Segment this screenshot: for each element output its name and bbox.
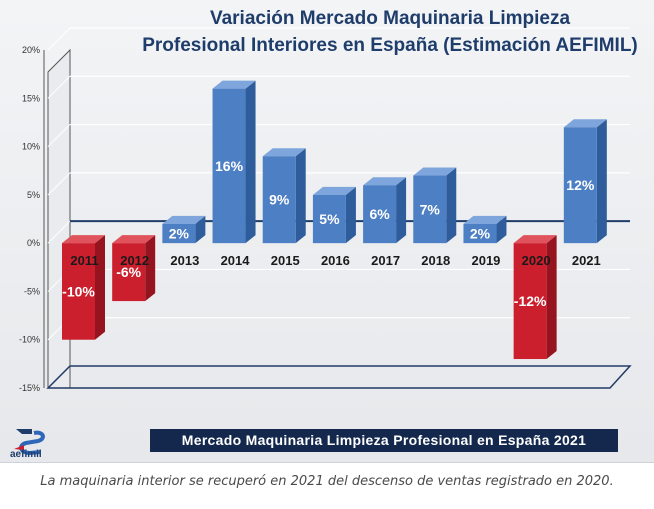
- bar-front: [62, 243, 95, 340]
- x-tick-label: 2017: [371, 253, 400, 268]
- y-tick-label: 5%: [27, 190, 40, 200]
- x-tick-label: 2021: [572, 253, 601, 268]
- bar-top: [513, 235, 557, 244]
- bar-top: [363, 177, 407, 186]
- bar-side: [95, 235, 105, 340]
- data-label: 2%: [169, 225, 190, 241]
- x-tick-label: 2013: [170, 253, 199, 268]
- data-label: -10%: [62, 283, 95, 299]
- figure-caption: La maquinaria interior se recuperó en 20…: [40, 474, 614, 489]
- bar-front: [463, 223, 497, 244]
- x-tick-label: 2012: [120, 253, 149, 268]
- y-tick-label: 15%: [22, 93, 40, 103]
- y-tick-label: 20%: [22, 45, 40, 55]
- data-label: 9%: [269, 192, 290, 208]
- bar-front: [563, 127, 597, 244]
- bar-front: [262, 156, 296, 244]
- bar-top: [212, 80, 256, 89]
- chart-subtitle: Profesional Interiores en España (Estima…: [142, 35, 638, 56]
- x-tick-label: 2018: [421, 253, 450, 268]
- bar-2016: [312, 186, 356, 244]
- bar-top: [463, 215, 507, 224]
- bar-front: [413, 175, 447, 244]
- data-label: 16%: [215, 158, 244, 174]
- bar-front: [363, 185, 397, 244]
- y-tick-label: 10%: [22, 142, 40, 152]
- bar-2017: [363, 177, 407, 244]
- bar-side: [195, 215, 206, 244]
- floor: [46, 365, 632, 389]
- gridline-side: [47, 124, 71, 147]
- bar-side: [245, 80, 256, 244]
- bar-2014: [212, 80, 256, 244]
- bar-top: [312, 186, 356, 195]
- data-label: -6%: [116, 264, 141, 280]
- data-label: 7%: [420, 201, 441, 217]
- grid-layer: [46, 27, 632, 389]
- bar-chart: 20% 15% 10% 5% 0% -5% -10% -15% -10% -6% 2% 16% 9% 5…: [18, 27, 632, 393]
- x-tick-label: 2014: [221, 253, 251, 268]
- bar-2018: [413, 167, 457, 244]
- bar-front: [513, 243, 547, 360]
- bar-top: [563, 119, 607, 128]
- y-tick-label: -10%: [19, 335, 40, 345]
- bar-side: [295, 148, 306, 244]
- data-label: 12%: [566, 177, 595, 193]
- bar-2011: [62, 235, 105, 340]
- bar-top: [62, 235, 105, 244]
- data-label: -12%: [514, 293, 547, 309]
- data-label: 6%: [369, 206, 390, 222]
- x-tick-label: 2011: [70, 253, 98, 268]
- x-tick-label: 2020: [522, 253, 551, 268]
- bar-2015: [262, 148, 306, 244]
- bar-2019: [463, 215, 507, 244]
- bar-front: [112, 243, 146, 302]
- data-label: 2%: [470, 225, 491, 241]
- chart-title: Variación Mercado Maquinaria Limpieza: [209, 8, 571, 29]
- x-tick-label: 2015: [271, 253, 300, 268]
- x-tick-label: 2019: [471, 253, 500, 268]
- bar-side: [546, 235, 557, 360]
- bar-2021: [563, 119, 607, 244]
- bar-front: [162, 223, 196, 244]
- bar-2013: [162, 215, 206, 244]
- bar-2012: [112, 235, 156, 302]
- x-tick-label: 2016: [321, 253, 350, 268]
- x-axis-labels: 2011 2012 2013 2014 2015 2016 2017 2018 2019 2020…: [70, 253, 600, 268]
- bar-2020: [513, 235, 557, 360]
- bar-side: [446, 167, 457, 244]
- logo-text: aefimil: [10, 449, 42, 460]
- bar-side: [145, 235, 156, 302]
- data-label: 5%: [319, 211, 340, 227]
- bars-layer: -10% -6% 2% 16% 9% 5% 6% 7% 2% -12% 12%: [62, 80, 607, 360]
- bar-top: [262, 148, 306, 157]
- bar-top: [413, 167, 457, 176]
- gridline-side: [47, 220, 71, 244]
- aefimil-logo-icon: [14, 429, 45, 456]
- bar-side: [596, 119, 607, 244]
- bar-top: [112, 235, 156, 244]
- gridline-side: [47, 27, 71, 51]
- bar-side: [396, 177, 407, 244]
- bar-front: [212, 88, 246, 244]
- bar-side: [496, 215, 507, 244]
- gridline-side: [47, 75, 71, 99]
- y-tick-label: -15%: [19, 383, 40, 393]
- footer-banner: Mercado Maquinaria Limpieza Profesional …: [150, 429, 618, 452]
- y-axis: 20% 15% 10% 5% 0% -5% -10% -15%: [19, 45, 45, 393]
- gridline-side: [47, 172, 71, 196]
- bar-side: [345, 186, 356, 244]
- y-tick-label: -5%: [24, 286, 40, 296]
- y-tick-label: 0%: [27, 238, 40, 248]
- bar-front: [312, 194, 346, 244]
- bar-top: [162, 215, 206, 224]
